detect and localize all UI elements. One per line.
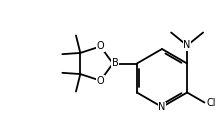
Text: N: N	[158, 102, 166, 112]
Text: N: N	[183, 40, 191, 51]
Text: Cl: Cl	[206, 99, 216, 108]
Text: O: O	[97, 76, 104, 86]
Text: B: B	[112, 59, 118, 68]
Text: O: O	[97, 41, 104, 51]
